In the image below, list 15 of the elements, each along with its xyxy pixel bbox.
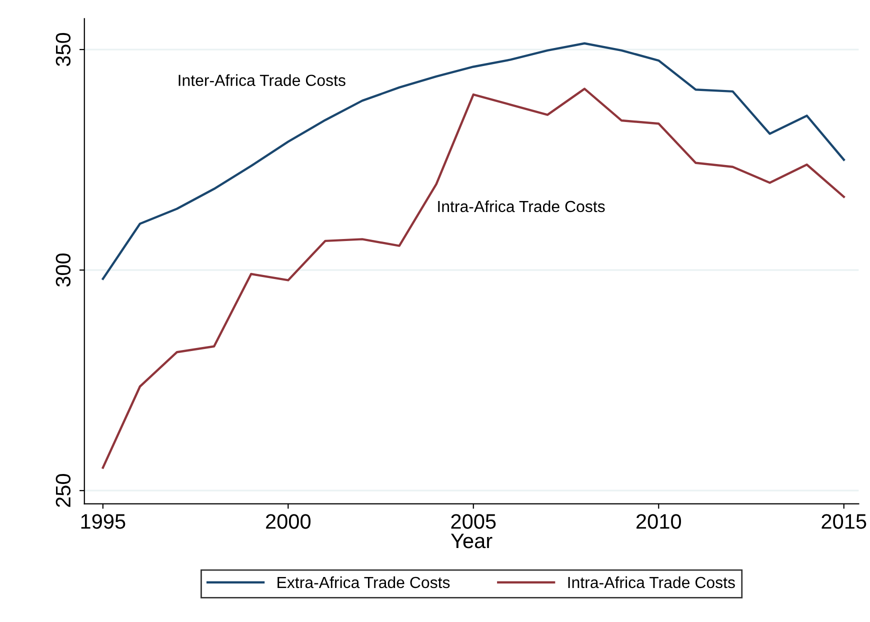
x-tick-label: 2005 [451,514,496,529]
x-tick-label: 1995 [81,514,126,529]
line-series [102,88,845,469]
annotation: Intra-Africa Trade Costs [438,200,605,212]
y-tick-label: 350 [56,32,71,66]
x-axis-title: Year [450,534,492,548]
x-tick-label: 2010 [636,514,681,529]
line-series [102,42,845,280]
x-tick-label: 2000 [266,514,311,529]
legend-label: Extra-Africa Trade Costs [278,576,450,588]
y-tick-label: 300 [56,253,71,287]
x-tick-label: 2015 [822,514,866,529]
annotation: Inter-Africa Trade Costs [178,74,346,86]
legend-label: Intra-Africa Trade Costs [568,576,735,588]
y-tick-label: 250 [56,474,71,507]
